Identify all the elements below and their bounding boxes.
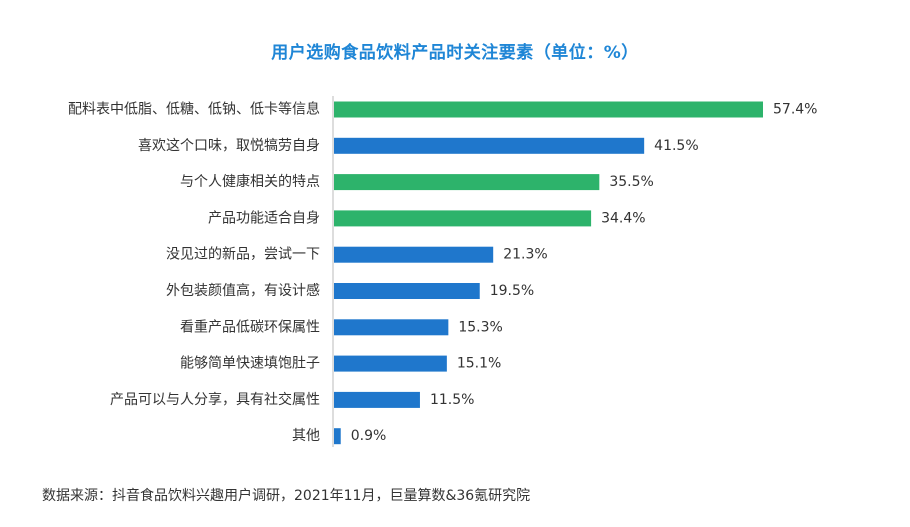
category-label: 配料表中低脂、低糖、低钠、低卡等信息 xyxy=(68,101,320,118)
bar xyxy=(334,101,763,118)
category-label: 与个人健康相关的特点 xyxy=(180,173,320,190)
category-label: 没见过的新品，尝试一下 xyxy=(166,247,320,263)
category-label: 看重产品低碳环保属性 xyxy=(180,319,320,335)
category-label: 产品功能适合自身 xyxy=(208,210,320,226)
data-label: 11.5% xyxy=(430,392,474,408)
bar xyxy=(334,391,420,408)
category-label: 外包装颜值高，有设计感 xyxy=(166,282,320,299)
data-label: 57.4% xyxy=(773,102,817,118)
bar xyxy=(334,210,592,227)
data-label: 19.5% xyxy=(490,283,534,299)
category-label: 其他 xyxy=(292,428,320,444)
bar xyxy=(334,428,341,445)
category-label: 能够简单快速填饱肚子 xyxy=(180,355,320,372)
bar xyxy=(334,174,600,191)
data-label: 21.3% xyxy=(503,247,547,263)
bar xyxy=(334,283,480,299)
data-label: 41.5% xyxy=(654,138,698,154)
bar xyxy=(334,137,645,154)
bar xyxy=(334,246,494,263)
data-label: 35.5% xyxy=(609,174,653,190)
data-label: 15.3% xyxy=(458,319,502,335)
data-label: 0.9% xyxy=(351,428,387,444)
chart-title: 用户选购食品饮料产品时关注要素（单位：%） xyxy=(271,43,639,63)
category-label: 产品可以与人分享，具有社交属性 xyxy=(110,391,320,408)
category-label: 喜欢这个口味，取悦犒劳自身 xyxy=(138,137,320,154)
data-label: 15.1% xyxy=(457,356,501,372)
bar xyxy=(334,355,447,372)
bar xyxy=(334,319,449,336)
data-label: 34.4% xyxy=(601,210,645,226)
source-note: 数据来源：抖音食品饮料兴趣用户调研，2021年11月，巨量算数&36氪研究院 xyxy=(42,488,531,504)
